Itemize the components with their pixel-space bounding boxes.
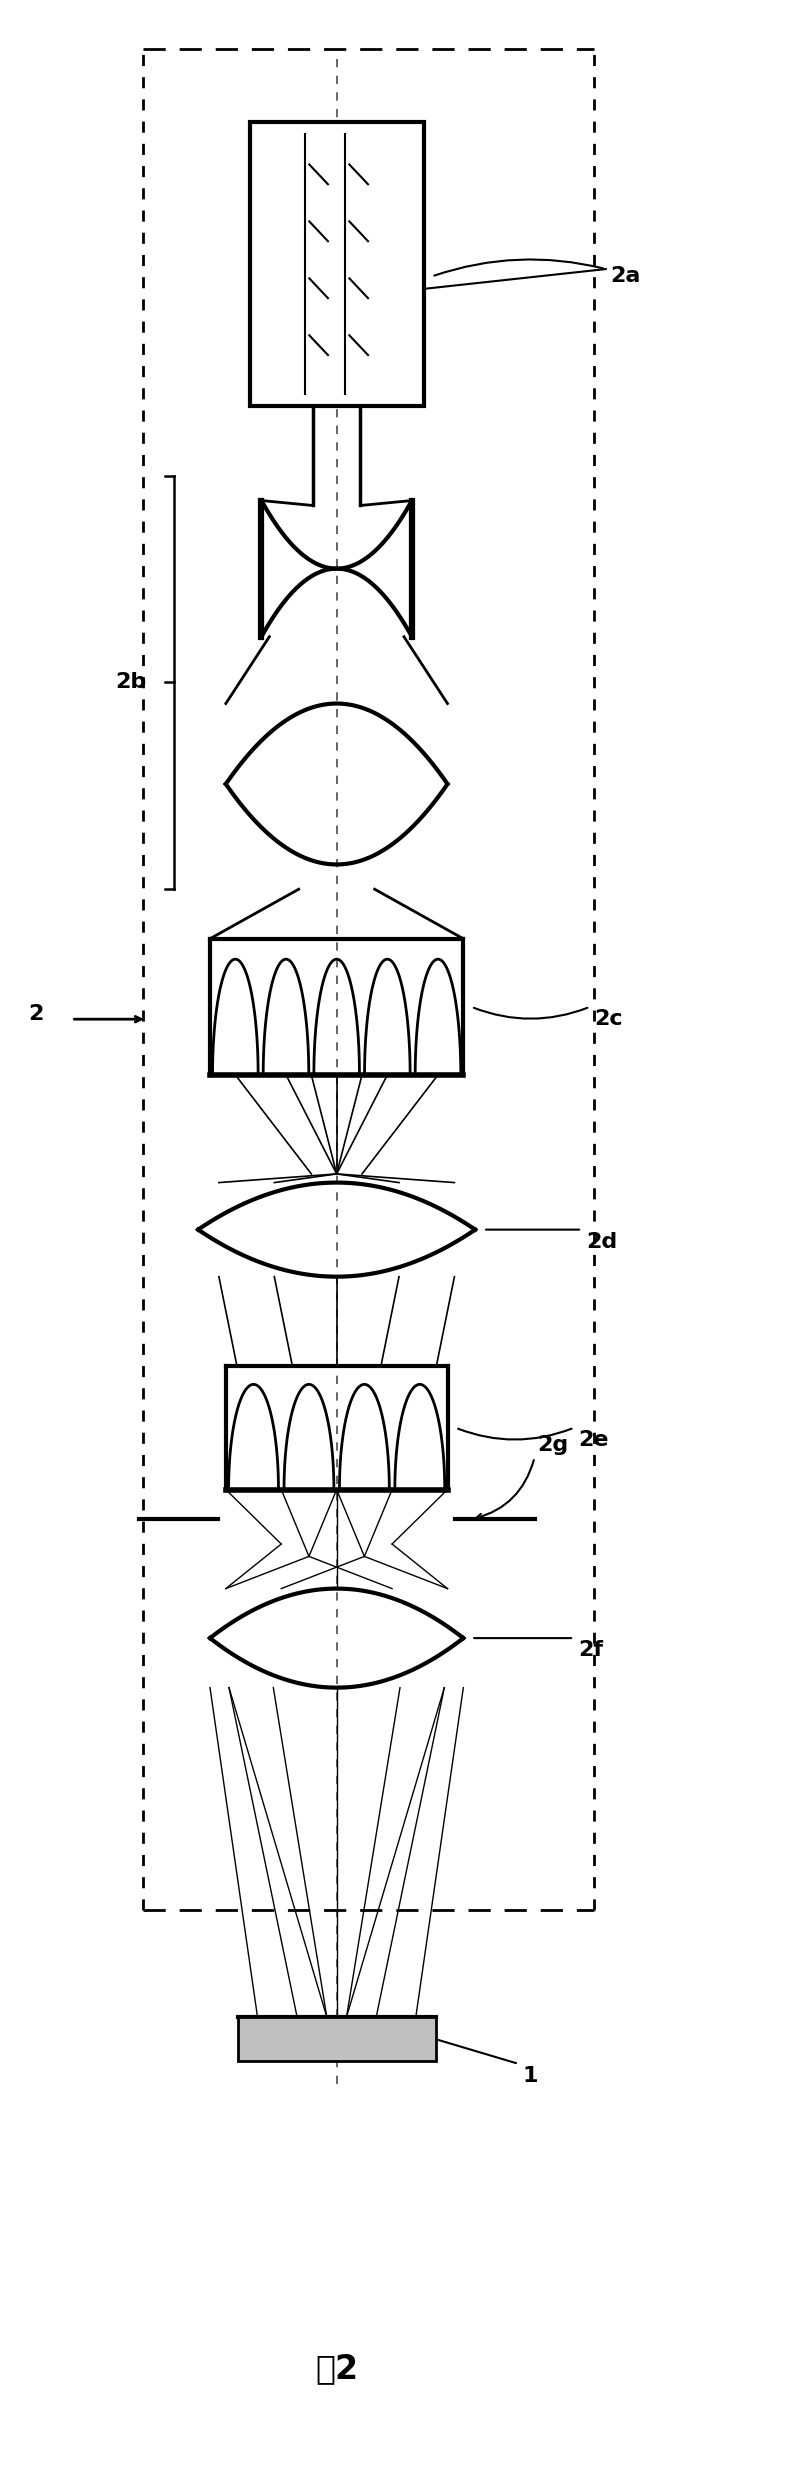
Text: 2e: 2e (578, 1431, 609, 1451)
Text: 2c: 2c (594, 1009, 622, 1028)
Text: 2d: 2d (586, 1232, 618, 1252)
Text: 2: 2 (28, 1004, 44, 1023)
Text: 1: 1 (522, 2067, 538, 2087)
Text: 2g: 2g (537, 1436, 568, 1456)
Text: 2f: 2f (578, 1639, 603, 1659)
Bar (250, 122, 424, 407)
Text: 图2: 图2 (315, 2352, 358, 2385)
Text: 2a: 2a (610, 266, 640, 286)
Bar (238, 2017, 436, 2062)
Text: 2b: 2b (115, 673, 146, 693)
